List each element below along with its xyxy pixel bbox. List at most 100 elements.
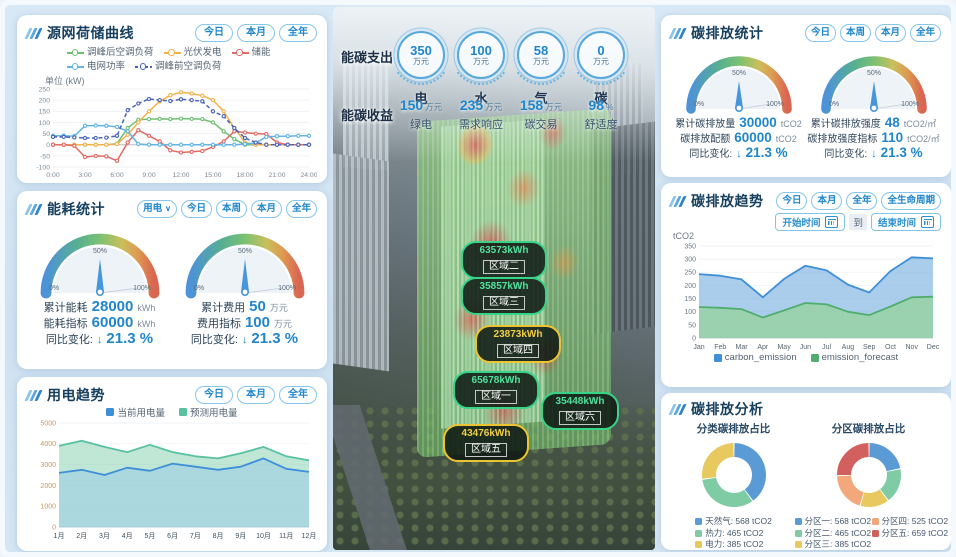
square-swatch-icon xyxy=(179,407,187,416)
svg-text:150: 150 xyxy=(39,109,51,116)
income-row-label: 能碳收益 xyxy=(341,108,394,123)
carbon-intensity-gauge: 0% 50% 100% xyxy=(820,56,927,114)
legend-item[interactable]: emission_forecast xyxy=(810,352,898,363)
energy-cost-gauge: 0% 50% 100% xyxy=(185,233,304,299)
legend-item[interactable]: 电网功率 xyxy=(67,60,125,73)
stat-unit: kWh xyxy=(137,319,156,329)
svg-text:350: 350 xyxy=(684,243,696,250)
svg-text:May: May xyxy=(777,344,791,351)
legend-item[interactable]: 光伏发电 xyxy=(163,46,222,59)
chart-legend: 调峰后空调负荷 光伏发电 储能 电网功率 调峰前空调负荷 xyxy=(27,46,317,73)
svg-text:50%: 50% xyxy=(92,248,106,255)
filter-today-button[interactable]: 今日 xyxy=(195,386,233,404)
svg-text:Aug: Aug xyxy=(842,344,855,351)
stat-unit: tCO2 xyxy=(780,119,802,129)
zone-badge-2[interactable]: 63573kWh 区域二 xyxy=(461,241,547,279)
svg-text:8月: 8月 xyxy=(213,532,224,540)
panel-electricity-trend: 用电趋势 今日 本月 全年 当前用电量 预测用电量 0 1000 2000 3000 4… xyxy=(17,377,327,551)
carbon-intensity-gauge-block: 0% 50% 100% 累计碳排放强度 48 tCO2/㎡ 碳排放强度指标 110 tCO2… xyxy=(806,45,941,160)
filter-month-button[interactable]: 本月 xyxy=(874,24,906,42)
panel-title-icon xyxy=(24,203,43,215)
panel-title-text: 碳排放分析 xyxy=(691,401,764,417)
stat-value: 110 xyxy=(881,130,904,145)
filter-lifecycle-button[interactable]: 全生命周期 xyxy=(881,192,941,210)
stat-label: 碳排放配额 xyxy=(680,134,731,145)
svg-text:11月: 11月 xyxy=(279,532,293,540)
filter-today-button[interactable]: 今日 xyxy=(195,24,233,42)
filter-today-button[interactable]: 今日 xyxy=(180,200,212,218)
panel-title-icon xyxy=(24,27,43,39)
legend-item[interactable]: 储能 xyxy=(231,46,271,59)
legend-item[interactable]: 分区三: 385 tCO2 xyxy=(794,539,871,551)
yoy-value: 21.3 % xyxy=(251,330,299,347)
zone-badge-3[interactable]: 35857kWh 区域三 xyxy=(461,277,547,315)
square-swatch-icon xyxy=(695,518,703,526)
legend-item[interactable]: 天然气: 568 tCO2 xyxy=(695,516,772,528)
filter-today-button[interactable]: 今日 xyxy=(776,192,808,210)
filter-week-button[interactable]: 本周 xyxy=(839,24,871,42)
filter-year-button[interactable]: 全年 xyxy=(285,200,317,218)
panel-carbon-stats: 碳排放统计 今日 本周 本月 全年 0% 50% 100% 累计碳排放量 30000 t… xyxy=(661,15,951,177)
start-date-input[interactable]: 开始时间 xyxy=(775,212,846,231)
svg-text:0:00: 0:00 xyxy=(46,172,59,179)
expense-circle: 0 万元 xyxy=(577,31,625,79)
legend-item[interactable]: 热力: 465 tCO2 xyxy=(695,528,763,540)
legend-item[interactable]: 电力: 385 tCO2 xyxy=(695,539,763,551)
svg-text:Mar: Mar xyxy=(736,344,749,351)
legend-item[interactable]: 分区一: 568 tCO2 xyxy=(794,516,871,528)
line-swatch-icon xyxy=(135,63,153,70)
legend-item[interactable]: 预测用电量 xyxy=(179,405,238,419)
zone-badge-1[interactable]: 65678kWh 区域一 xyxy=(453,371,539,409)
legend-item[interactable]: 当前用电量 xyxy=(106,405,165,419)
filter-year-button[interactable]: 全年 xyxy=(279,386,317,404)
filter-week-button[interactable]: 本周 xyxy=(215,200,247,218)
income-item-demand-response: 235 万元 需求响应 xyxy=(459,97,503,131)
svg-text:12:00: 12:00 xyxy=(172,172,189,179)
legend-item[interactable]: 调峰前空调负荷 xyxy=(135,60,222,73)
carbon-trend-area-chart: 0 50 100 150 200 250 300 350 Jan Feb Mar Apr May Jun J… xyxy=(684,243,939,351)
legend-item[interactable]: 分区四: 525 tCO2 xyxy=(871,516,948,528)
svg-text:24:00: 24:00 xyxy=(300,172,317,179)
category-donut-chart xyxy=(701,443,766,507)
legend-item[interactable]: 调峰后空调负荷 xyxy=(67,46,154,59)
category-donut-block: 分类碳排放占比 天然气: 568 tCO2 热力: 465 tCO2 电力: 385… xyxy=(671,421,796,552)
filter-today-button[interactable]: 今日 xyxy=(804,24,836,42)
svg-text:150: 150 xyxy=(684,296,696,303)
energy-type-select[interactable]: 用电 ∨ xyxy=(137,200,177,218)
line-swatch-icon xyxy=(67,63,84,70)
filter-year-button[interactable]: 全年 xyxy=(909,24,941,42)
svg-text:250: 250 xyxy=(684,270,696,277)
filter-month-button[interactable]: 本月 xyxy=(250,200,282,218)
filter-month-button[interactable]: 本月 xyxy=(237,386,275,404)
legend-item[interactable]: 分区五: 659 tCO2 xyxy=(871,528,948,540)
zone-badge-4[interactable]: 23873kWh 区域四 xyxy=(475,325,561,363)
line-swatch-icon xyxy=(67,49,84,56)
svg-text:Oct: Oct xyxy=(885,344,896,351)
filter-month-button[interactable]: 本月 xyxy=(811,192,843,210)
legend-item[interactable]: carbon_emission xyxy=(713,352,797,363)
svg-text:6:00: 6:00 xyxy=(110,172,123,179)
filter-year-button[interactable]: 全年 xyxy=(846,192,878,210)
filter-year-button[interactable]: 全年 xyxy=(279,24,317,42)
stat-label: 能耗指标 xyxy=(43,318,88,330)
svg-text:200: 200 xyxy=(684,283,696,290)
y-axis-unit-label: tCO2 xyxy=(673,231,695,241)
svg-text:250: 250 xyxy=(39,86,51,93)
energy-consumption-gauge: 0% 50% 100% xyxy=(40,233,159,299)
stat-label: 费用指标 xyxy=(196,318,241,330)
chart-legend: 当前用电量 预测用电量 xyxy=(27,405,317,419)
panel-title-text: 能耗统计 xyxy=(47,201,105,217)
svg-text:Feb: Feb xyxy=(714,344,726,351)
zone-badge-5[interactable]: 43476kWh 区域五 xyxy=(443,424,529,462)
expense-item-electricity: 350 万元 电 xyxy=(391,31,451,107)
svg-text:12月: 12月 xyxy=(302,532,317,540)
legend-item[interactable]: 分区二: 465 tCO2 xyxy=(794,528,871,540)
svg-text:-50: -50 xyxy=(40,153,50,160)
filter-month-button[interactable]: 本月 xyxy=(237,24,275,42)
end-date-input[interactable]: 结束时间 xyxy=(870,212,941,231)
zone-badge-6[interactable]: 35448kWh 区域六 xyxy=(541,392,619,430)
panel-title: 源网荷储曲线 xyxy=(24,23,134,43)
svg-text:0%: 0% xyxy=(694,101,704,108)
donut-title: 分类碳排放占比 xyxy=(696,423,771,435)
